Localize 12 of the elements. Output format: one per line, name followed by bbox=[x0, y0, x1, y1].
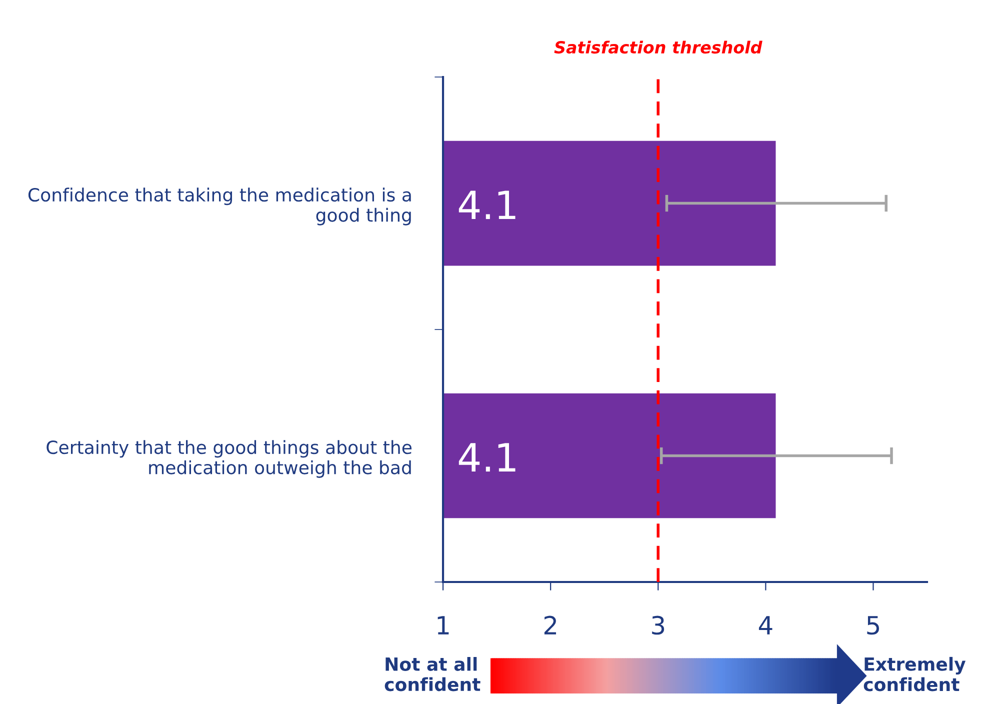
y-tick-label: Certainty that the good things about the medication outweigh the bad bbox=[46, 440, 412, 478]
data-label: 4.1 bbox=[458, 190, 516, 220]
x-tick-label: 2 bbox=[544, 616, 556, 634]
text: Extremely confident bbox=[864, 656, 966, 692]
x-tick-label: 1 bbox=[438, 616, 449, 634]
data-label: 4.1 bbox=[458, 443, 516, 472]
x-tick-label: 3 bbox=[652, 616, 664, 635]
text: Not at all confident bbox=[384, 656, 480, 692]
y-tick-label: Confidence that taking the medication is a good thing bbox=[28, 188, 411, 226]
x-tick-label: 4 bbox=[758, 616, 772, 634]
ref-line-label: Satisfaction threshold bbox=[554, 40, 762, 54]
x-tick-label: 5 bbox=[867, 616, 879, 635]
